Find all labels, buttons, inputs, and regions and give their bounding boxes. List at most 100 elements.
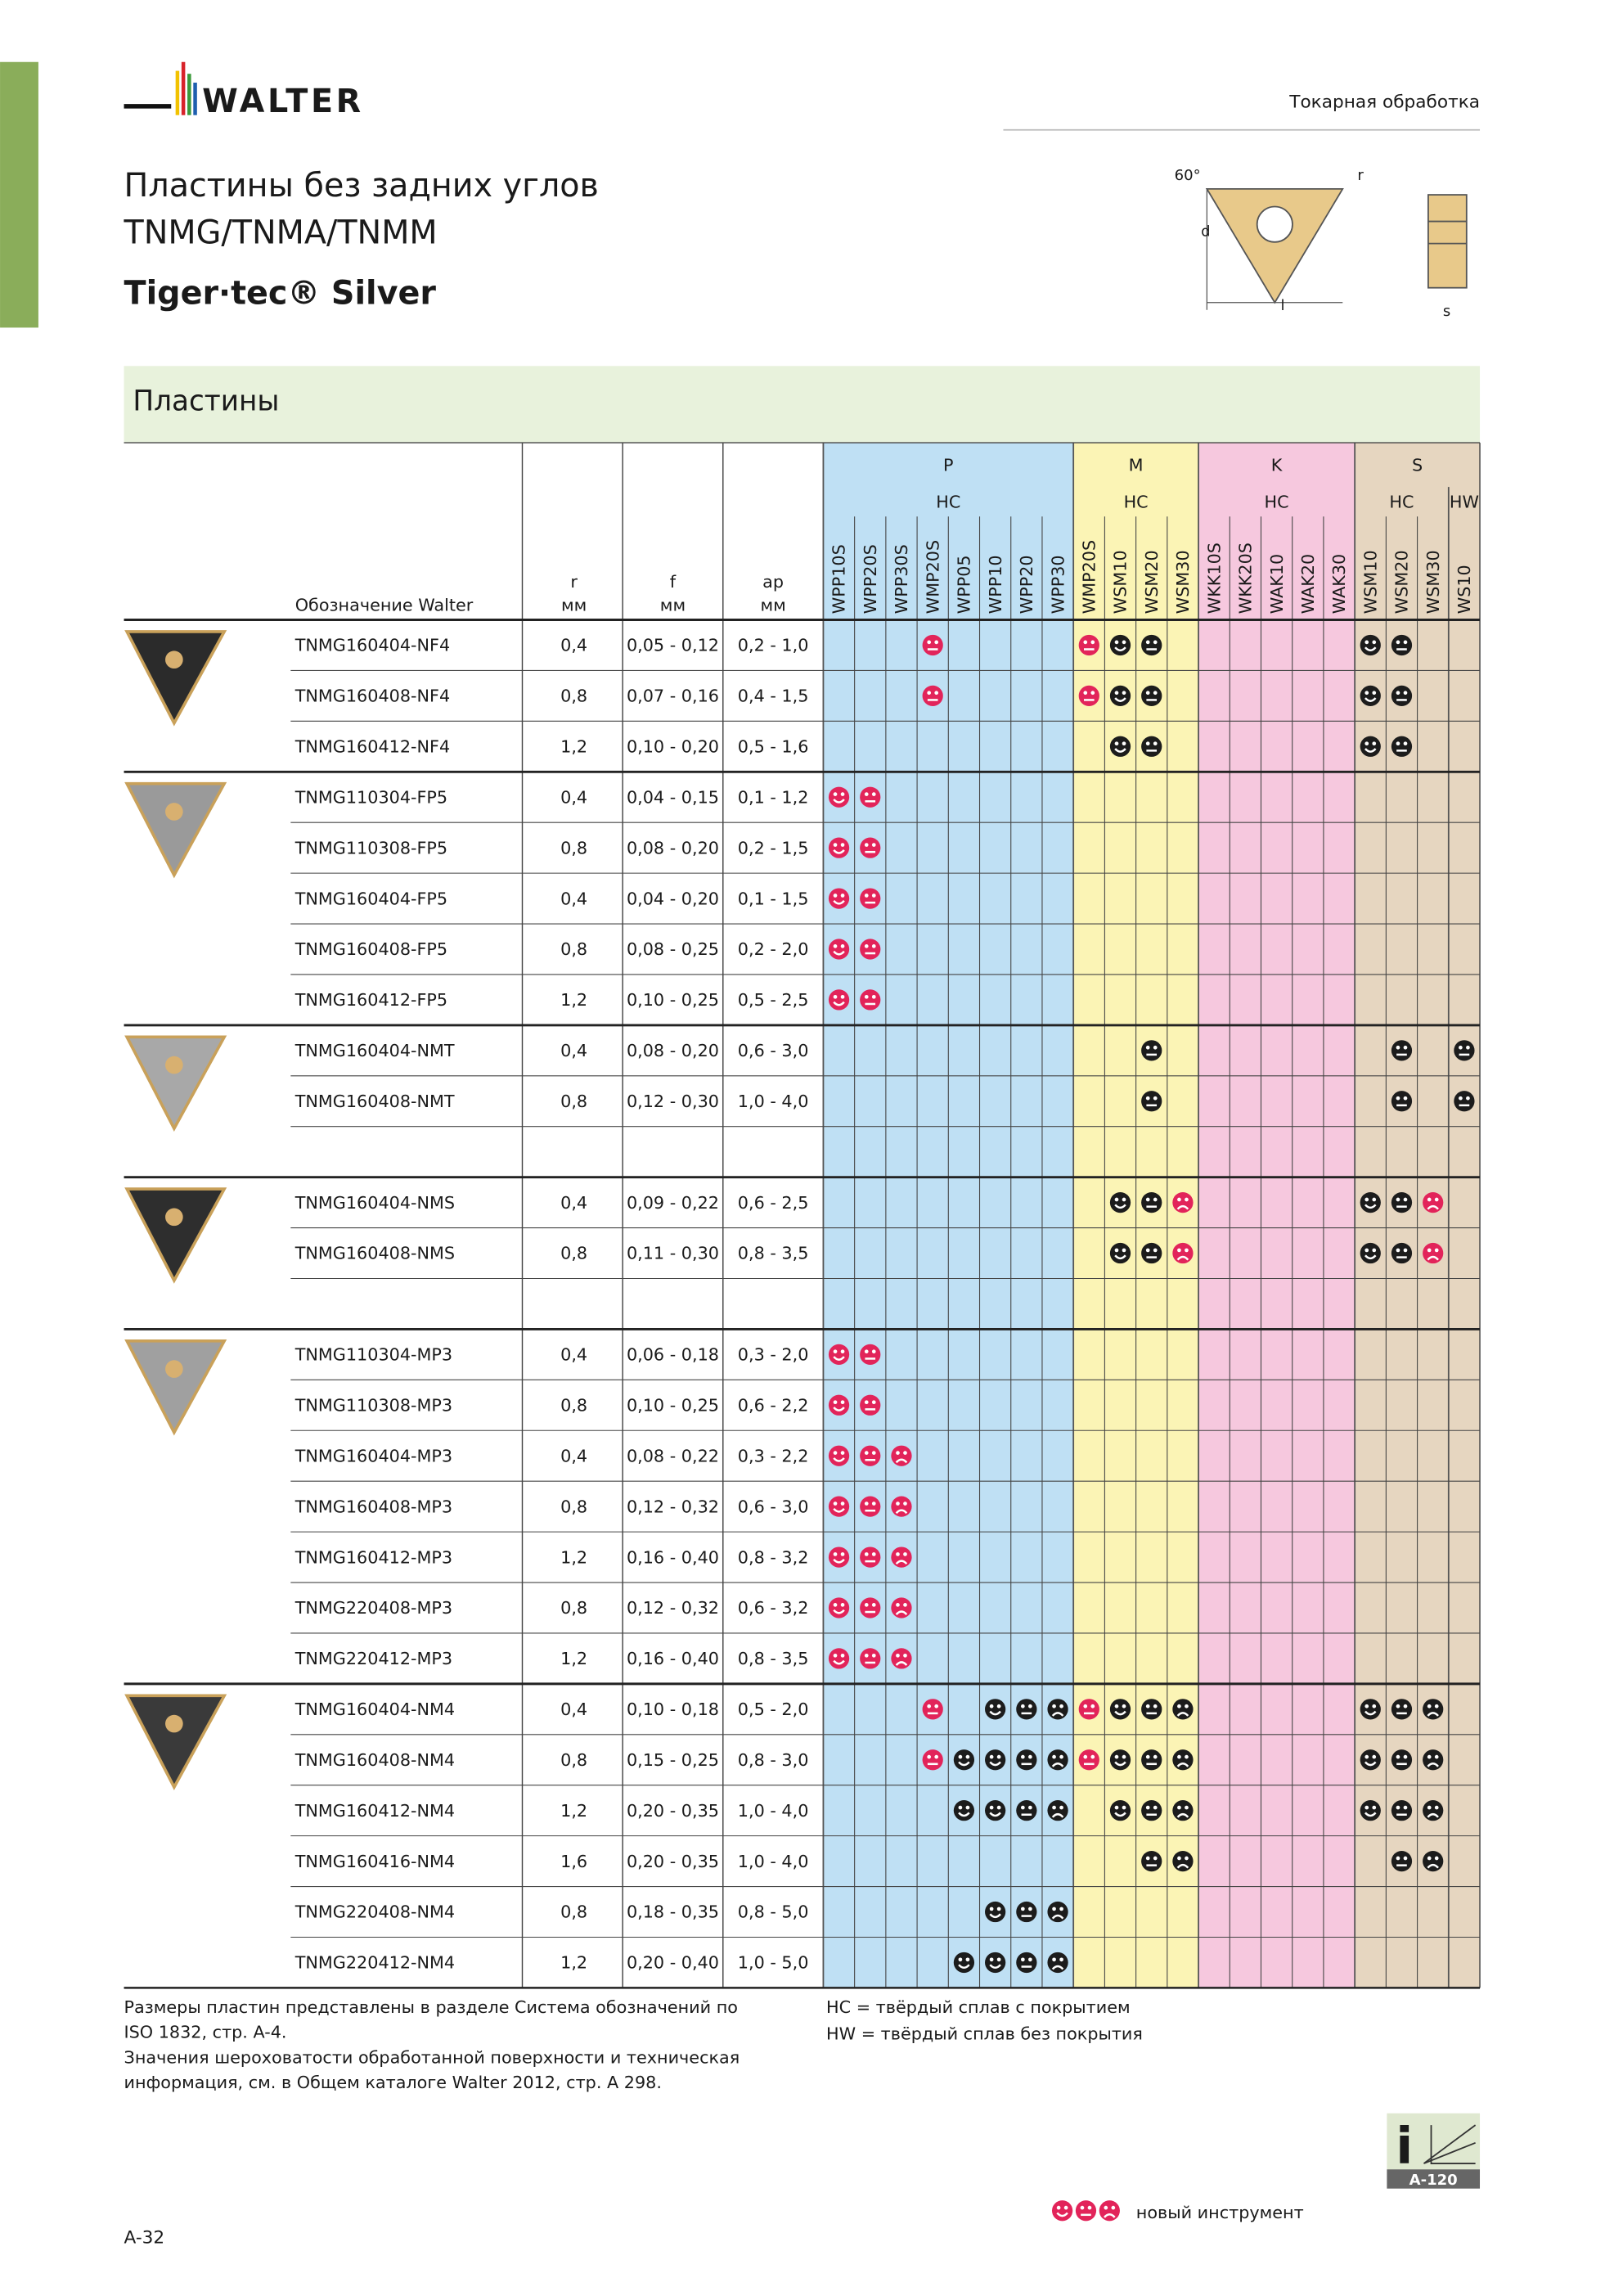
- icon-mouth: [895, 1560, 908, 1565]
- rating-icon: [1047, 1952, 1068, 1974]
- icon-eye: [871, 894, 876, 898]
- rating-icon: [953, 1800, 975, 1821]
- feed: 0,18 - 0,35: [627, 1902, 719, 1922]
- note: Размеры пластин представлены в разделе С…: [124, 1997, 738, 2017]
- icon-eye: [833, 1501, 838, 1506]
- depth: 0,6 - 2,2: [738, 1396, 809, 1416]
- icon-eye: [1063, 2205, 1068, 2210]
- page-number: A-32: [124, 2227, 165, 2248]
- grade-label: WSM30: [1423, 550, 1443, 614]
- icon-face: [1423, 1800, 1444, 1821]
- icon-eye: [1403, 741, 1408, 746]
- icon-eye: [833, 994, 838, 999]
- icon-eye: [958, 1957, 963, 1962]
- icon-eye: [1434, 1754, 1439, 1759]
- icon-face: [891, 1496, 912, 1517]
- subgroup-label: HC: [1265, 492, 1289, 511]
- icon-eye: [1177, 1248, 1181, 1253]
- rating-icon: [1391, 1749, 1413, 1771]
- icon-eye: [1434, 1856, 1439, 1861]
- rating-icon: [860, 1546, 881, 1568]
- icon-eye: [1059, 1754, 1063, 1759]
- icon-face: [860, 1496, 881, 1517]
- icon-face: [1360, 685, 1381, 707]
- icon-eye: [1372, 741, 1377, 746]
- icon-face: [1109, 1699, 1131, 1720]
- icon-eye: [1028, 1704, 1032, 1708]
- icon-face: [953, 1800, 975, 1821]
- icon-eye: [1028, 1805, 1032, 1810]
- icon-eye: [1020, 1957, 1025, 1962]
- icon-eye: [864, 1653, 869, 1658]
- rating-icon: [1047, 1749, 1068, 1771]
- column-unit: мм: [561, 596, 587, 615]
- icon-eye: [1114, 1805, 1119, 1810]
- icon-mouth: [895, 1509, 908, 1515]
- feed: 0,20 - 0,35: [627, 1801, 719, 1821]
- rating-icon: [828, 1445, 850, 1466]
- rating-icon: [828, 786, 850, 808]
- icon-mouth: [1051, 1965, 1064, 1970]
- icon-eye: [1145, 1856, 1150, 1861]
- rating-icon: [1391, 634, 1413, 656]
- icon-eye: [1122, 691, 1126, 696]
- group-bg: [1198, 443, 1355, 1988]
- grade-label: WSM10: [1111, 550, 1131, 614]
- rating-icon: [1360, 634, 1381, 656]
- icon-eye: [1059, 1704, 1063, 1708]
- icon-eye: [1396, 1045, 1400, 1050]
- feed: 0,04 - 0,20: [627, 889, 719, 908]
- icon-face: [922, 634, 943, 656]
- rating-icon: [1454, 1040, 1475, 1061]
- feed: 0,04 - 0,15: [627, 787, 719, 807]
- icon-mouth: [833, 849, 845, 854]
- icon-face: [922, 685, 943, 707]
- icon-face: [1141, 1242, 1162, 1264]
- icon-eye: [1396, 640, 1400, 645]
- icon-face: [985, 1800, 1006, 1821]
- grade-label: WSM10: [1360, 550, 1380, 614]
- icon-eye: [833, 1400, 838, 1405]
- icon-eye: [1396, 1805, 1400, 1810]
- feed: 0,07 - 0,16: [627, 687, 719, 706]
- rating-icon: [1141, 1699, 1162, 1720]
- icon-eye: [864, 1400, 869, 1405]
- icon-face: [1172, 1749, 1194, 1771]
- rating-icon: [1360, 1800, 1381, 1821]
- rating-icon: [1109, 685, 1131, 707]
- icon-eye: [1090, 1754, 1095, 1759]
- icon-face: [860, 888, 881, 909]
- depth: 0,5 - 1,6: [738, 737, 809, 757]
- icon-eye: [1145, 1197, 1150, 1202]
- insert-image-hole: [165, 1360, 183, 1378]
- rating-icon: [860, 939, 881, 960]
- icon-eye: [1372, 691, 1377, 696]
- icon-eye: [840, 792, 845, 796]
- icon-mouth: [1176, 1812, 1189, 1818]
- section: Токарная обработка: [1288, 92, 1480, 113]
- icon-eye: [1145, 1704, 1150, 1708]
- rating-icon: [1391, 1191, 1413, 1213]
- rating-icon: [1423, 1800, 1444, 1821]
- icon-mouth: [833, 799, 845, 804]
- rating-icon: [828, 1394, 850, 1416]
- icon-face: [1109, 634, 1131, 656]
- rating-icon: [1099, 2200, 1120, 2222]
- icon-eye: [1114, 1704, 1119, 1708]
- rating-icon: [860, 1445, 881, 1466]
- icon-eye: [1114, 1248, 1119, 1253]
- icon-eye: [1020, 1754, 1025, 1759]
- icon-mouth: [833, 899, 845, 905]
- radius: 0,8: [560, 1092, 587, 1111]
- icon-eye: [840, 894, 845, 898]
- icon-eye: [864, 843, 869, 847]
- icon-face: [1109, 1191, 1131, 1213]
- insert-image-hole: [165, 1208, 183, 1227]
- designation: TNMG110304-MP3: [294, 1345, 452, 1365]
- icon-face: [860, 989, 881, 1011]
- grade-label: WAK30: [1329, 554, 1349, 615]
- icon-eye: [1177, 1754, 1181, 1759]
- icon-face: [1391, 1191, 1413, 1213]
- radius: 0,4: [560, 1446, 587, 1465]
- depth: 0,6 - 3,2: [738, 1598, 809, 1618]
